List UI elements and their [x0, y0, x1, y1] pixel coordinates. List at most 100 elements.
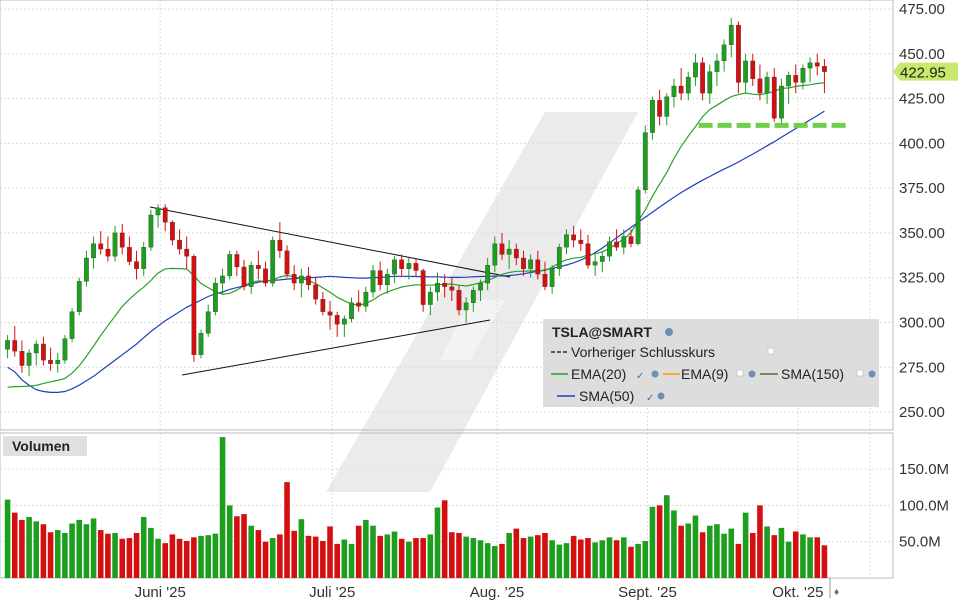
candle-body [112, 232, 118, 257]
candle-body [155, 207, 161, 216]
sma150-settings-icon[interactable] [868, 370, 876, 378]
volume-bar [477, 540, 484, 578]
volume-bar [628, 546, 634, 578]
ema9-toggle[interactable] [736, 369, 744, 377]
volume-bar [542, 532, 548, 578]
volume-bar [742, 512, 749, 578]
volume-bar [470, 538, 477, 578]
volume-bar [570, 535, 577, 578]
price-tick-label: 450.00 [899, 46, 945, 63]
sma50-settings-icon[interactable] [657, 392, 665, 400]
volume-bar [255, 530, 262, 578]
candle-body [33, 343, 39, 354]
volume-bar [714, 524, 720, 578]
volume-bar [434, 507, 441, 578]
volume-bar [406, 541, 412, 578]
volume-bar [140, 516, 147, 578]
volume-bar [735, 543, 742, 578]
volume-bar [305, 535, 312, 578]
volume-title: Volumen [12, 438, 70, 454]
candle-body [277, 239, 283, 251]
candle-body [807, 62, 813, 69]
candle-body [19, 351, 25, 366]
candle-body [657, 100, 662, 117]
candle-body [599, 256, 605, 262]
candle-body [506, 248, 512, 255]
volume-bar [384, 534, 391, 578]
volume-bar [47, 532, 54, 578]
candle-body [786, 75, 791, 87]
volume-bar [398, 538, 405, 578]
candle-body [764, 76, 770, 94]
sma50-check-icon[interactable]: ✓ [646, 393, 654, 404]
volume-bar [312, 536, 319, 578]
svg-text:♦: ♦ [834, 587, 839, 598]
volume-bar [33, 521, 40, 578]
candle-body [377, 270, 383, 286]
ema20-check-icon[interactable]: ✓ [636, 371, 644, 382]
volume-bar [148, 527, 154, 578]
volume-bar [427, 534, 434, 578]
volume-bar [234, 516, 240, 578]
candle-body [771, 76, 777, 119]
ema9-settings-icon[interactable] [748, 370, 756, 378]
legend-label-sma150: SMA(150) [781, 366, 844, 382]
volume-bar [807, 537, 813, 578]
volume-bar [606, 537, 613, 578]
volume-title-bg [3, 436, 87, 456]
volume-bar [19, 519, 25, 578]
candle-body [356, 302, 362, 307]
candle-body [707, 71, 713, 94]
price-tick-label: 250.00 [899, 404, 945, 421]
legend-toggle-prev-close[interactable] [767, 347, 775, 355]
candle-body [184, 248, 190, 257]
candle-body [793, 75, 799, 83]
sma150-toggle[interactable] [856, 369, 864, 377]
candle-body [442, 282, 448, 287]
volume-bar [291, 530, 297, 578]
x-tick-label: Juli '25 [309, 584, 355, 600]
volume-bar [363, 519, 369, 578]
candle-body [12, 340, 18, 352]
candle-body [248, 265, 254, 287]
volume-bar [97, 530, 104, 578]
volume-bar [248, 525, 254, 578]
volume-bar [198, 535, 204, 578]
scroll-handle-icon[interactable]: ♦ [829, 578, 839, 598]
volume-bars [4, 437, 828, 578]
trendlines [149, 206, 511, 376]
ema20-line [7, 82, 825, 388]
candle-body [463, 302, 469, 311]
volume-bar [205, 535, 212, 578]
candle-body [5, 340, 10, 350]
volume-bar [105, 533, 111, 578]
candle-body [750, 60, 756, 79]
symbol-settings-icon[interactable] [665, 328, 673, 336]
candle-body [757, 78, 763, 94]
volume-bar [685, 523, 692, 578]
volume-bar [578, 539, 584, 578]
legend-label-prev-close: Vorheriger Schlusskurs [571, 344, 715, 360]
candle-body [306, 275, 311, 286]
volume-bar [706, 525, 713, 578]
volume-bar [484, 543, 491, 578]
candle-body [327, 311, 333, 316]
volume-bar [348, 543, 355, 578]
ema20-settings-icon[interactable] [651, 370, 659, 378]
volume-bar [678, 525, 684, 578]
volume-tick-label: 150.0M [899, 461, 949, 478]
candle-body [642, 132, 648, 191]
candle-body [556, 247, 562, 269]
volume-bar [792, 531, 799, 578]
volume-bar [527, 536, 534, 578]
candle-body [535, 259, 541, 275]
volume-bar [11, 512, 18, 578]
volume-bar [520, 538, 527, 578]
volume-bar [62, 532, 68, 578]
volume-bar [535, 535, 541, 578]
volume-bar [155, 538, 161, 578]
candle-body [91, 243, 96, 259]
candle-body [263, 268, 268, 284]
volume-bar [26, 516, 32, 578]
candle-body [198, 333, 204, 355]
